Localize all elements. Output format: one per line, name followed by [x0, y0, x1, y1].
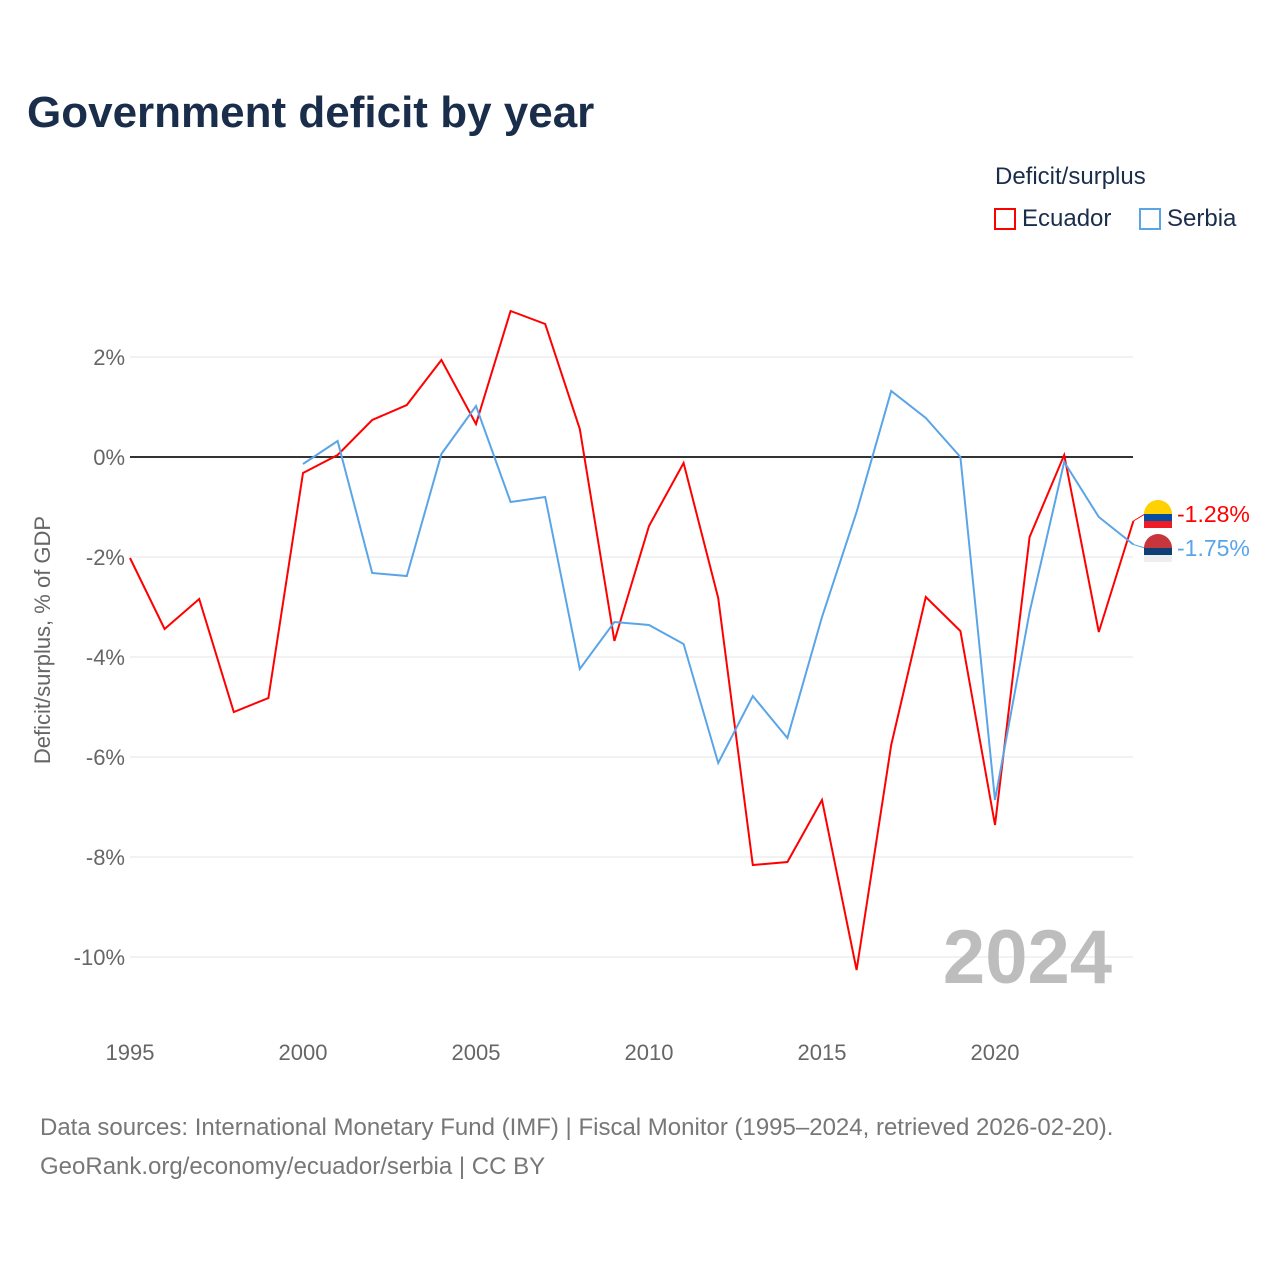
legend-swatch-ecuador: [994, 208, 1016, 230]
flag-stripe: [1144, 521, 1172, 528]
y-tick-label: -6%: [86, 745, 125, 770]
x-tick-label: 1995: [106, 1040, 155, 1065]
source-line: Data sources: International Monetary Fun…: [40, 1114, 1114, 1141]
label-connector: [1133, 544, 1146, 549]
end-value-label: -1.75%: [1177, 535, 1250, 561]
y-tick-label: 0%: [93, 445, 125, 470]
x-tick-label: 2000: [279, 1040, 328, 1065]
y-tick-label: -2%: [86, 545, 125, 570]
series-line-serbia: [302, 389, 1135, 801]
legend-item-serbia[interactable]: Serbia: [1139, 205, 1236, 233]
legend-label: Ecuador: [1022, 205, 1112, 232]
legend-label: Serbia: [1167, 205, 1237, 232]
end-value-label: -1.28%: [1177, 501, 1250, 527]
plot-area: 2% 0% -2% -4% -6% -8% -10% 1995 2000 2005 2010 2015…: [30, 309, 1250, 1065]
source-link[interactable]: GeoRank.org/economy/ecuador/serbia | CC …: [40, 1153, 546, 1180]
y-tick-label: -8%: [86, 845, 125, 870]
flag-stripe: [1144, 555, 1172, 562]
series-line-ecuador: [129, 309, 1135, 971]
x-tick-label: 2005: [452, 1040, 501, 1065]
y-tick-label: -4%: [86, 645, 125, 670]
x-tick-label: 2010: [625, 1040, 674, 1065]
x-tick-label: 2015: [798, 1040, 847, 1065]
x-tick-label: 2020: [971, 1040, 1020, 1065]
flag-stripe: [1144, 548, 1172, 555]
y-tick-label: -10%: [74, 945, 125, 970]
legend-item-ecuador[interactable]: Ecuador: [994, 205, 1111, 233]
legend-title: Deficit/surplus: [995, 163, 1146, 190]
flag-stripe: [1144, 514, 1172, 521]
chart-title: Government deficit by year: [27, 88, 595, 137]
label-connector: [1133, 513, 1146, 522]
y-axis-label: Deficit/surplus, % of GDP: [30, 516, 55, 764]
year-watermark: 2024: [943, 915, 1112, 1000]
legend-swatch-serbia: [1139, 208, 1161, 230]
source-note: Data sources: International Monetary Fun…: [40, 1108, 1113, 1186]
y-tick-label: 2%: [93, 345, 125, 370]
